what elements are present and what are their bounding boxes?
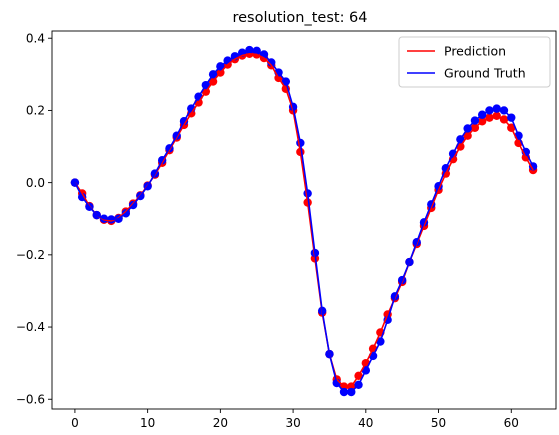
x-tick-label: 0 <box>71 416 79 430</box>
x-tick-label: 10 <box>140 416 155 430</box>
x-tick-label: 30 <box>285 416 300 430</box>
plot-data <box>70 45 538 397</box>
y-tick-label: 0.0 <box>26 176 45 190</box>
legend-label: Ground Truth <box>444 66 526 81</box>
plot-frame <box>51 30 557 410</box>
y-tick-label: −0.2 <box>16 248 45 262</box>
legend-label: Prediction <box>444 44 506 59</box>
x-tick-label: 50 <box>431 416 446 430</box>
y-tick-label: 0.2 <box>26 104 45 118</box>
x-tick-label: 60 <box>504 416 519 430</box>
axes: 0 10 20 30 40 50 60 −0.6 −0.4 −0.2 0.0 0.2 0.4 <box>16 30 557 430</box>
y-tick-label: 0.4 <box>26 31 45 45</box>
y-tick-label: −0.6 <box>16 392 45 406</box>
legend-box <box>398 36 551 88</box>
chart-title: resolution_test: 64 <box>232 10 367 26</box>
x-tick-label: 40 <box>358 416 373 430</box>
y-tick-label: −0.4 <box>16 320 45 334</box>
legend: Prediction Ground Truth <box>398 36 551 88</box>
series-line <box>74 49 534 393</box>
x-tick-label: 20 <box>213 416 228 430</box>
